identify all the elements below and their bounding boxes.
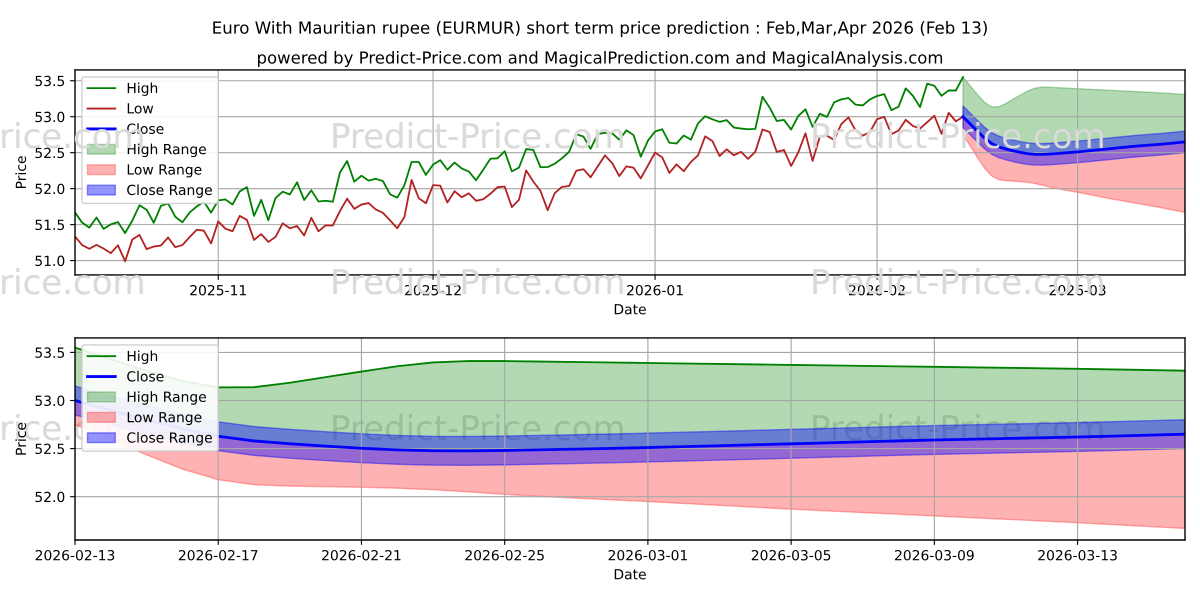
svg-text:Predict-Price.com: Predict-Price.com <box>330 263 626 303</box>
svg-text:Predict-Price.com: Predict-Price.com <box>0 117 146 157</box>
svg-text:Predict-Price.com: Predict-Price.com <box>810 263 1106 303</box>
svg-text:Predict-Price.com: Predict-Price.com <box>810 117 1106 157</box>
svg-text:Predict-Price.com: Predict-Price.com <box>0 263 146 303</box>
svg-text:Predict-Price.com: Predict-Price.com <box>330 117 626 157</box>
